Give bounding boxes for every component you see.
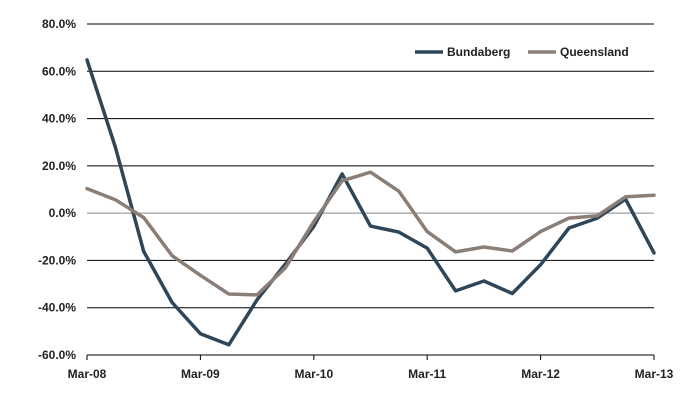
legend: Bundaberg Queensland bbox=[415, 45, 629, 59]
y-tick-label: -60.0% bbox=[38, 348, 76, 362]
y-tick-label: 80.0% bbox=[42, 17, 76, 31]
y-tick-label: -40.0% bbox=[38, 301, 76, 315]
x-tick-label: Mar-13 bbox=[635, 367, 674, 381]
series-line-queensland bbox=[85, 170, 656, 297]
y-axis-labels: 80.0% 60.0% 40.0% 20.0% 0.0% -20.0% -40.0% -60.… bbox=[38, 17, 76, 362]
x-tick-label: Mar-09 bbox=[181, 367, 220, 381]
series-line-bundaberg bbox=[85, 58, 656, 347]
legend-label-bundaberg: Bundaberg bbox=[447, 45, 510, 59]
y-tick-label: 0.0% bbox=[49, 206, 77, 220]
x-tick-label: Mar-12 bbox=[521, 367, 560, 381]
x-axis bbox=[86, 354, 655, 360]
y-tick-label: 40.0% bbox=[42, 112, 76, 126]
series-lines bbox=[85, 58, 656, 347]
x-tick-label: Mar-08 bbox=[68, 367, 107, 381]
y-tick-label: 60.0% bbox=[42, 64, 76, 78]
y-tick-label: 20.0% bbox=[42, 159, 76, 173]
x-tick-label: Mar-10 bbox=[294, 367, 333, 381]
y-tick-label: -20.0% bbox=[38, 253, 76, 267]
legend-label-queensland: Queensland bbox=[560, 45, 629, 59]
gridlines bbox=[87, 23, 654, 356]
x-axis-labels: Mar-08 Mar-09 Mar-10 Mar-11 Mar-12 Mar-13 bbox=[68, 367, 674, 381]
x-tick-label: Mar-11 bbox=[408, 367, 446, 381]
